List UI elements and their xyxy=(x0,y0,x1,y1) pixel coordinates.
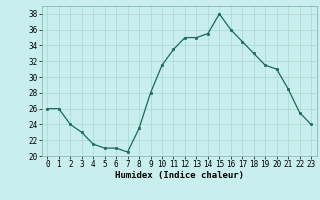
X-axis label: Humidex (Indice chaleur): Humidex (Indice chaleur) xyxy=(115,171,244,180)
